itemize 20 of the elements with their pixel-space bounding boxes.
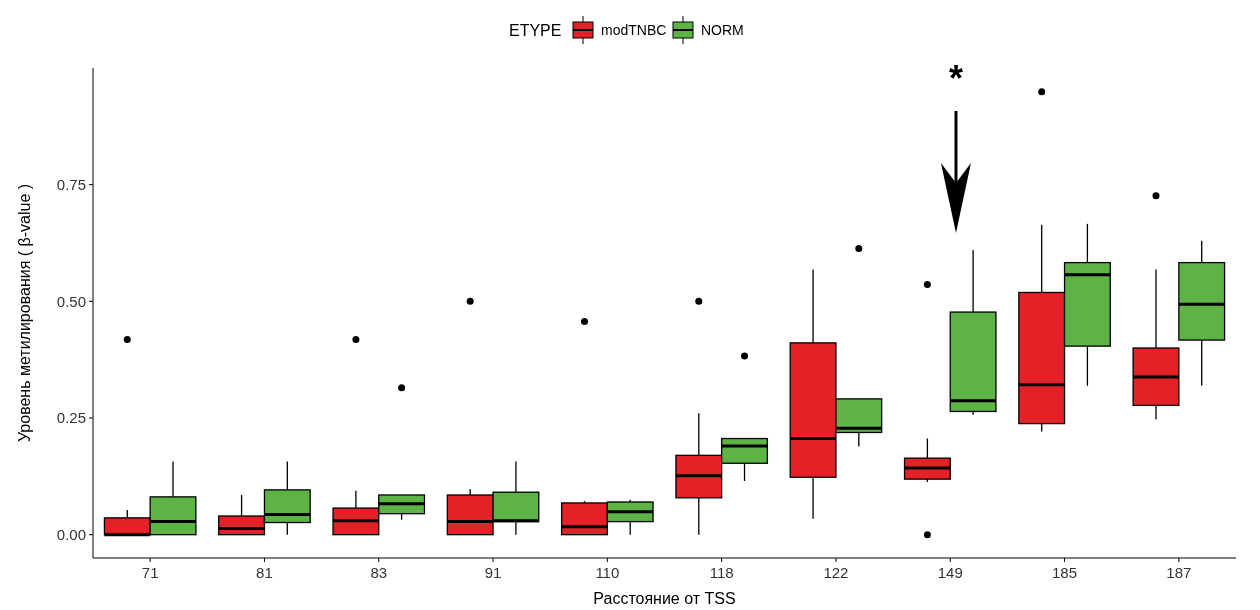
x-tick-label: 149 <box>937 564 963 581</box>
x-tick-label: 81 <box>256 564 273 581</box>
x-axis-title: Расстояние от TSS <box>593 590 736 607</box>
x-tick-label: 187 <box>1166 564 1192 581</box>
y-tick-label: 0.50 <box>56 292 86 310</box>
y-tick-label: 0.75 <box>56 175 86 193</box>
legend-label: modTNBC <box>601 21 667 38</box>
x-tick-label: 91 <box>484 564 502 581</box>
x-tick-label: 118 <box>709 564 734 581</box>
y-tick-label: 0.00 <box>56 525 86 543</box>
x-tick-label: 110 <box>595 564 620 581</box>
legend-title: ETYPE <box>509 21 562 39</box>
y-tick-label: 0.25 <box>56 409 86 427</box>
annotation: * <box>948 58 963 99</box>
x-tick-label: 122 <box>823 564 849 581</box>
y-axis-title: Уровень метилирования ( β-value ) <box>16 183 33 443</box>
x-tick-label: 185 <box>1052 564 1078 581</box>
x-tick-label: 71 <box>141 564 159 581</box>
legend-label: NORM <box>701 21 744 38</box>
x-tick-label: 83 <box>370 564 388 581</box>
